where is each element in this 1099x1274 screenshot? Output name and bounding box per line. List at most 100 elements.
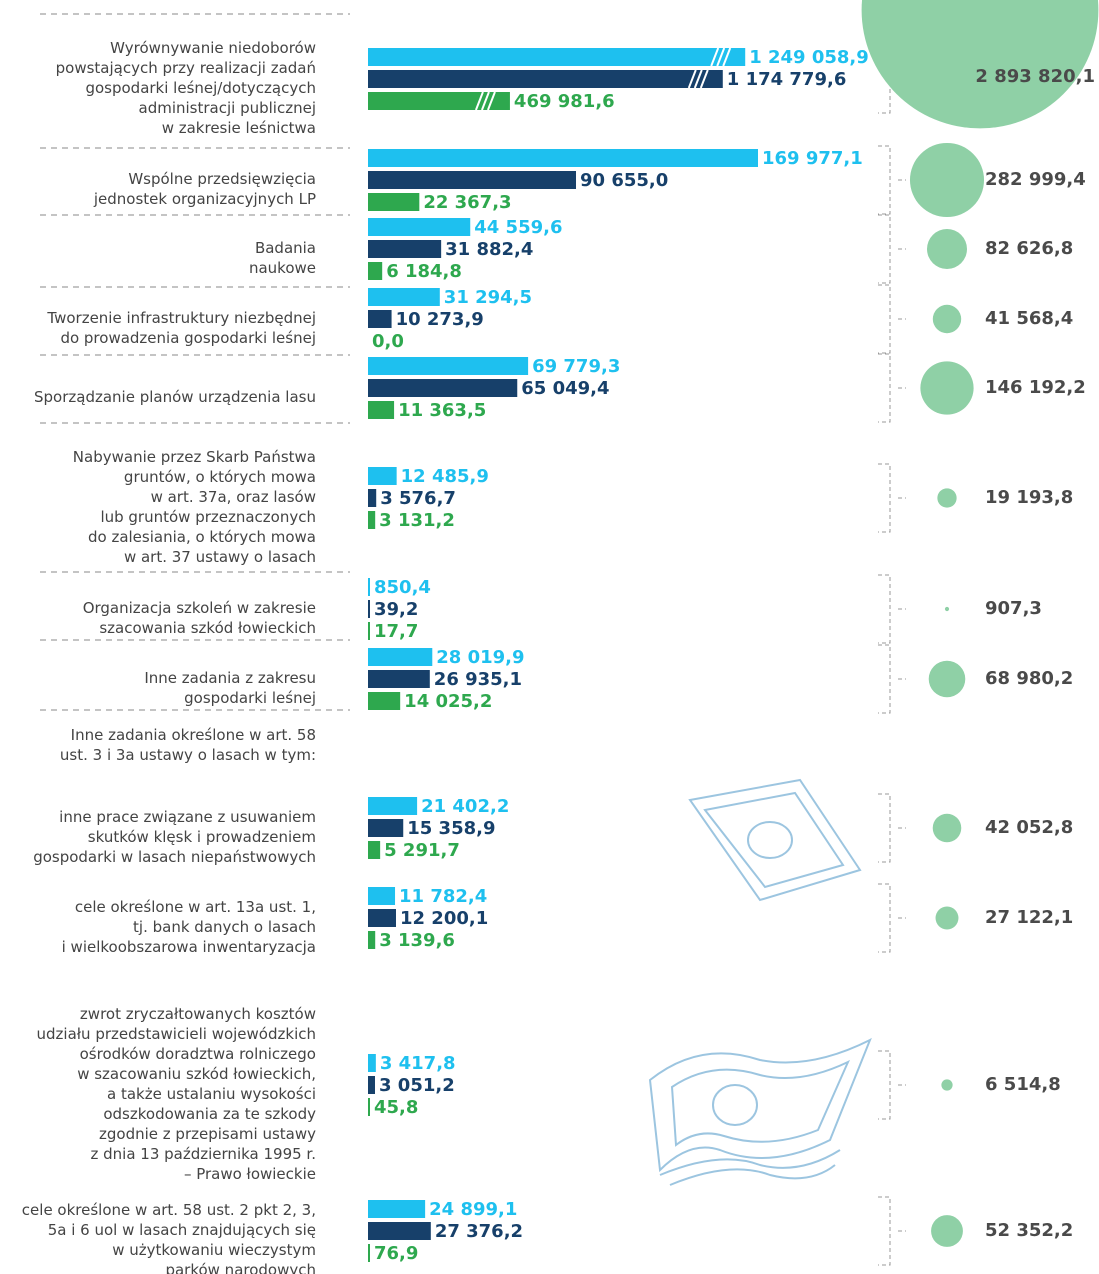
bar — [368, 819, 404, 837]
value-label: 27 376,2 — [435, 1221, 523, 1242]
category-label: Inne zadania z zakresu gospodarki leśnej — [144, 669, 316, 707]
total-label: 146 192,2 — [985, 377, 1086, 398]
bar — [368, 1200, 426, 1218]
bracket — [878, 1050, 891, 1120]
bar — [368, 262, 383, 280]
total-bubble — [932, 304, 962, 334]
value-label: 11 782,4 — [399, 886, 487, 907]
bracket — [878, 145, 891, 215]
category-label: Nabywanie przez Skarb Państwa gruntów, o… — [72, 448, 316, 566]
bar — [368, 149, 758, 167]
bar — [368, 401, 395, 419]
category-label: Badania naukowe — [248, 239, 316, 277]
category-label: inne prace związane z usuwaniem skutków … — [33, 808, 316, 866]
bar — [368, 909, 396, 927]
total-bubble — [932, 813, 962, 843]
category-label: cele określone w art. 13a ust. 1, tj. ba… — [61, 898, 316, 956]
bracket — [878, 284, 891, 354]
bracket — [878, 353, 891, 423]
value-label: 22 367,3 — [423, 192, 511, 213]
value-label: 12 485,9 — [401, 466, 489, 487]
bar — [368, 648, 433, 666]
value-label: 3 417,8 — [380, 1053, 456, 1074]
total-label: 52 352,2 — [985, 1220, 1073, 1241]
bar — [368, 310, 392, 328]
total-label: 907,3 — [985, 598, 1042, 619]
total-bubble — [861, 0, 1099, 129]
value-label: 21 402,2 — [421, 796, 509, 817]
category-label: Organizacja szkoleń w zakresie szacowani… — [82, 599, 316, 637]
value-label: 44 559,6 — [474, 217, 562, 238]
bar — [368, 70, 723, 88]
bar — [368, 622, 370, 640]
total-label: 82 626,8 — [985, 238, 1073, 259]
value-label: 1 174 779,6 — [727, 69, 847, 90]
value-label: 14 025,2 — [404, 691, 492, 712]
total-bubble — [931, 1215, 963, 1247]
bracket — [878, 644, 891, 714]
bracket — [878, 214, 891, 284]
value-label: 76,9 — [374, 1243, 418, 1264]
value-label: 69 779,3 — [532, 356, 620, 377]
value-label: 65 049,4 — [521, 378, 609, 399]
bar — [368, 240, 442, 258]
bar — [368, 1222, 431, 1240]
total-bubble — [926, 228, 968, 270]
break-mark — [699, 69, 709, 89]
total-label: 19 193,8 — [985, 487, 1073, 508]
bar — [368, 511, 376, 529]
total-bubble — [944, 606, 950, 612]
bar — [368, 379, 518, 397]
bar — [368, 489, 377, 507]
total-bubble — [928, 660, 966, 698]
total-label: 42 052,8 — [985, 817, 1073, 838]
break-mark — [481, 91, 490, 111]
bar — [368, 218, 471, 236]
bracket — [878, 1196, 891, 1266]
bar — [368, 1098, 370, 1116]
value-label: 12 200,1 — [400, 908, 488, 929]
break-mark — [475, 91, 484, 111]
bracket — [878, 574, 891, 644]
value-label: 15 358,9 — [407, 818, 495, 839]
value-label: 39,2 — [374, 599, 418, 620]
value-label: 31 294,5 — [444, 287, 532, 308]
value-label: 3 051,2 — [379, 1075, 455, 1096]
bar — [368, 670, 430, 688]
value-label: 90 655,0 — [580, 170, 668, 191]
break-mark — [716, 47, 726, 67]
bar — [368, 467, 397, 485]
break-mark — [487, 91, 496, 111]
bar — [368, 578, 370, 596]
break-mark — [722, 47, 732, 67]
value-label: 6 184,8 — [386, 261, 462, 282]
bar — [368, 193, 420, 211]
value-label: 26 935,1 — [434, 669, 522, 690]
total-bubble — [920, 361, 974, 415]
bar — [368, 931, 376, 949]
bar — [368, 887, 396, 905]
value-label: 3 576,7 — [380, 488, 456, 509]
bracket — [878, 793, 891, 863]
value-label: 169 977,1 — [762, 148, 863, 169]
category-label: Wyrównywanie niedoborów powstających prz… — [55, 39, 316, 137]
value-label: 11 363,5 — [398, 400, 486, 421]
value-label: 469 981,6 — [514, 91, 615, 112]
total-label: 282 999,4 — [985, 169, 1086, 190]
category-label: Wspólne przedsięwzięcia jednostek organi… — [93, 170, 316, 208]
value-label: 10 273,9 — [396, 309, 484, 330]
total-label: 6 514,8 — [985, 1074, 1061, 1095]
bar — [368, 357, 529, 375]
total-label: 27 122,1 — [985, 907, 1073, 928]
bar — [368, 1244, 370, 1262]
category-label: Sporządzanie planów urządzenia lasu — [34, 388, 316, 406]
bar — [368, 841, 381, 859]
money-icon — [648, 778, 872, 1186]
bar — [368, 1076, 376, 1094]
bar — [368, 288, 440, 306]
total-label: 68 980,2 — [985, 668, 1073, 689]
value-label: 17,7 — [374, 621, 418, 642]
category-label: zwrot zryczałtowanych kosztów udziału pr… — [36, 1005, 316, 1183]
